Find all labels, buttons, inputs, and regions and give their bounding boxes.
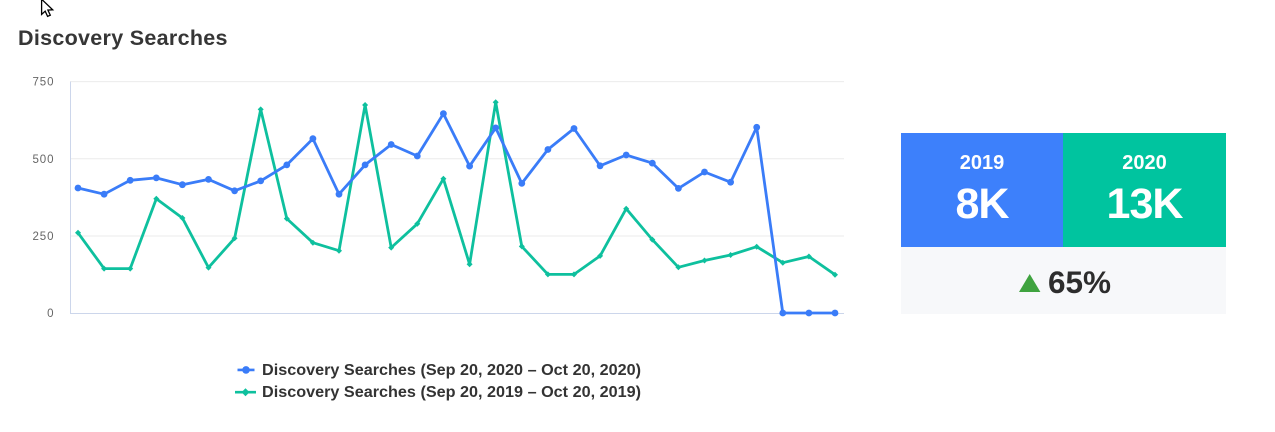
svg-text:750: 750 [33, 77, 55, 89]
svg-text:250: 250 [33, 231, 55, 243]
svg-text:Discovery Searches (Sep 20, 20: Discovery Searches (Sep 20, 2020 – Oct 2… [262, 362, 641, 379]
svg-text:Discovery Searches (Sep 20, 20: Discovery Searches (Sep 20, 2019 – Oct 2… [262, 384, 641, 401]
svg-text:500: 500 [33, 154, 55, 166]
svg-text:0: 0 [47, 308, 54, 320]
